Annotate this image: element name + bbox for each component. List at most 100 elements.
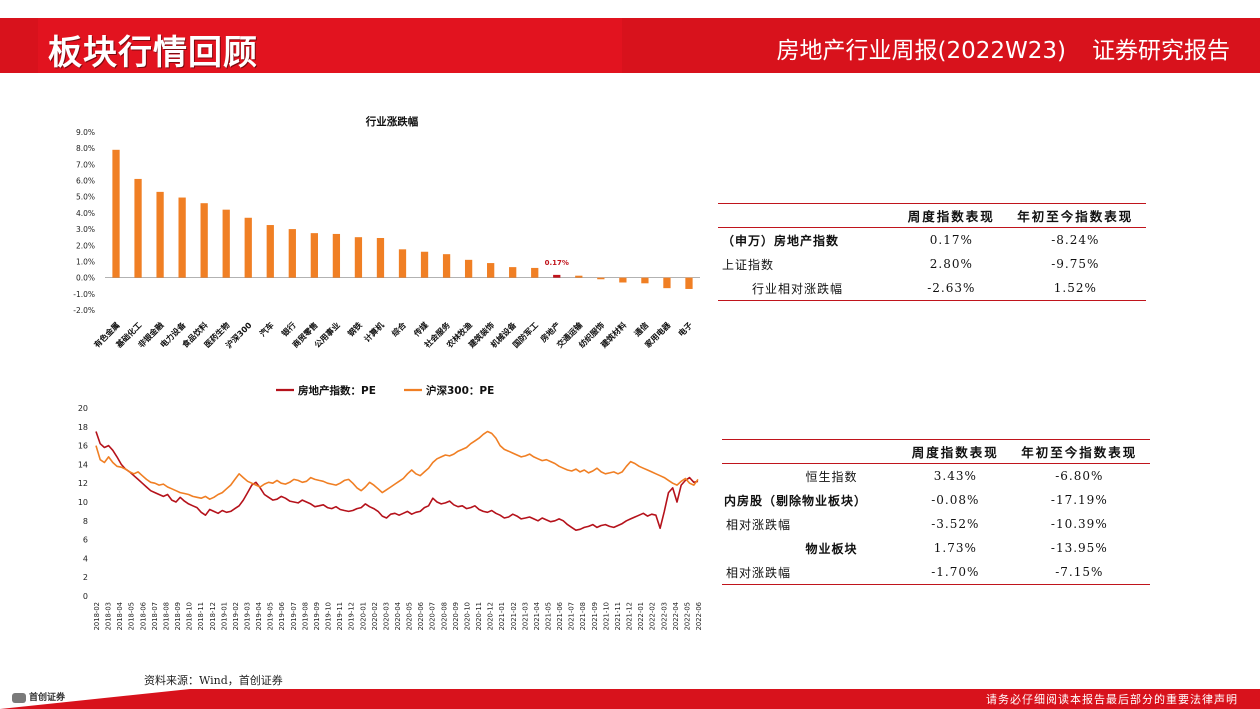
line-x-tick-label: 2018-07 [151,602,159,630]
line-x-tick-label: 2018-05 [128,602,136,630]
row-ytd: -8.24% [1051,233,1100,247]
domestic-index-table: 周度指数表现 年初至今指数表现 （申万）房地产指数 0.17% -8.24% 上… [718,203,1146,301]
bar-category-label: 钢铁 [345,320,363,338]
bar [134,178,142,278]
line-x-axis: 2018-02 2018-03 2018-04 2018-05 2018-06 2018-… [93,602,703,630]
table-row: 上证指数 2.80% -9.75% [718,252,1146,276]
line-x-tick-label: 2021-04 [533,602,541,630]
line-x-tick-label: 2021-05 [545,602,553,630]
line-x-tick-label: 2019-03 [244,602,252,630]
bar-category-label: 银行 [279,320,298,339]
line-x-tick-label: 2020-07 [429,602,437,630]
bar [487,263,495,278]
line-x-tick-label: 2021-12 [626,602,634,630]
bar [575,275,583,278]
line-x-tick-label: 2021-09 [591,602,599,630]
bar-category-label: 传媒 [411,319,431,339]
logo-text: 首创证券 [29,693,66,703]
line-x-tick-label: 2022-04 [672,602,680,630]
line-series [95,430,699,531]
line-x-tick-label: 2021-01 [498,602,506,630]
row-weekly: -0.08% [931,493,980,507]
report-title-block: 房地产行业周报(2022W23) 证券研究报告 [751,31,1231,65]
line-legend: 房地产指数：PE 沪深300：PE [276,384,494,397]
line-x-tick-label: 2020-06 [417,602,425,630]
line-x-tick-label: 2020-11 [475,602,483,630]
line-x-tick-label: 2019-08 [301,602,309,630]
row-label: 物业板块 [805,541,858,556]
table-row: 相对涨跌幅 -1.70% -7.15% [722,560,1150,585]
bar-y-tick-label: -1.0% [73,290,95,299]
bar-y-tick-label: 8.0% [76,144,95,153]
line-y-tick-label: 6 [83,536,88,545]
row-ytd: 1.52% [1053,281,1097,295]
line-x-tick-label: 2018-09 [174,602,182,630]
table-header-row: 周度指数表现 年初至今指数表现 [718,204,1146,228]
line-x-tick-label: 2019-09 [313,602,321,630]
section-title: 板块行情回顾 [48,33,258,73]
line-x-tick-label: 2019-11 [336,602,344,630]
row-label: 相对涨跌幅 [726,517,792,532]
table-row: 恒生指数 3.43% -6.80% [722,464,1150,489]
legend-label: 沪深300：PE [426,384,494,397]
bar-y-tick-label: 2.0% [76,241,95,250]
line-x-tick-label: 2021-10 [602,602,610,630]
line-x-tick-label: 2022-01 [637,602,645,630]
table-header-row: 周度指数表现 年初至今指数表现 [722,440,1150,464]
line-x-tick-label: 2018-03 [105,602,113,630]
table-header-ytd: 年初至今指数表现 [1017,209,1134,224]
table-header-blank [722,440,902,464]
line-x-tick-label: 2021-11 [614,602,622,630]
report-title: 房地产行业周报(2022W23) [776,38,1067,64]
bar [553,274,561,278]
line-x-tick-label: 2020-02 [371,602,379,630]
line-x-tick-label: 2020-12 [487,602,495,630]
line-y-tick-label: 10 [78,498,88,507]
line-x-tick-label: 2019-07 [290,602,298,630]
row-weekly: -2.63% [927,281,976,295]
bar [156,191,164,278]
company-logo: 首创证券 [12,690,65,703]
line-y-axis: 0 2 4 6 8 10 12 14 16 18 20 [78,404,88,601]
report-type: 证券研究报告 [1092,38,1230,64]
line-x-tick-label: 2021-07 [568,602,576,630]
bar [619,277,627,283]
line-y-tick-label: 2 [83,573,88,582]
table-header-weekly: 周度指数表现 [907,209,995,224]
bar-y-tick-label: 7.0% [76,160,95,169]
line-x-tick-label: 2021-02 [510,602,518,630]
hk-index-table: 周度指数表现 年初至今指数表现 恒生指数 3.43% -6.80% 内房股（剔除… [722,439,1150,585]
report-footer: 请务必仔细阅读本报告最后部分的重要法律声明 [0,689,1260,709]
table-row: （申万）房地产指数 0.17% -8.24% [718,228,1146,253]
bar [641,277,649,284]
bar [310,233,318,278]
bar [222,209,230,278]
line-x-tick-label: 2022-02 [649,602,657,630]
table-row: 行业相对涨跌幅 -2.63% 1.52% [718,276,1146,301]
line-x-tick-label: 2018-12 [209,602,217,630]
bar-y-axis: -2.0% -1.0% 0.0% 1.0% 2.0% 3.0% 4.0% 5.0% 6.0% 7.… [73,128,700,315]
footer-wedge [0,689,190,709]
bar [442,254,451,278]
line-x-tick-label: 2019-04 [255,602,263,630]
row-ytd: -9.75% [1051,257,1100,271]
bar-category-label: 计算机 [362,320,386,344]
row-weekly: -1.70% [931,565,980,579]
row-weekly: 0.17% [929,233,973,247]
bar-y-tick-label: 9.0% [76,128,95,137]
row-ytd: -6.80% [1055,469,1104,483]
table-row: 物业板块 1.73% -13.95% [722,536,1150,560]
line-y-tick-label: 12 [78,479,88,488]
line-x-tick-label: 2019-10 [325,602,333,630]
table-header-blank [718,204,898,228]
bar [420,251,429,278]
pe-series-line [95,430,699,500]
line-x-tick-label: 2020-08 [440,602,448,630]
bar [464,259,473,278]
line-x-tick-label: 2019-02 [232,602,240,630]
bar-category-label: 综合 [390,319,409,338]
industry-change-bar-chart: 行业涨跌幅 -2.0% -1.0% 0.0% 1.0% 2.0% 3.0% 4.0% 5.0%… [73,115,700,350]
line-x-tick-label: 2018-02 [93,602,101,630]
row-label: 上证指数 [722,257,775,272]
